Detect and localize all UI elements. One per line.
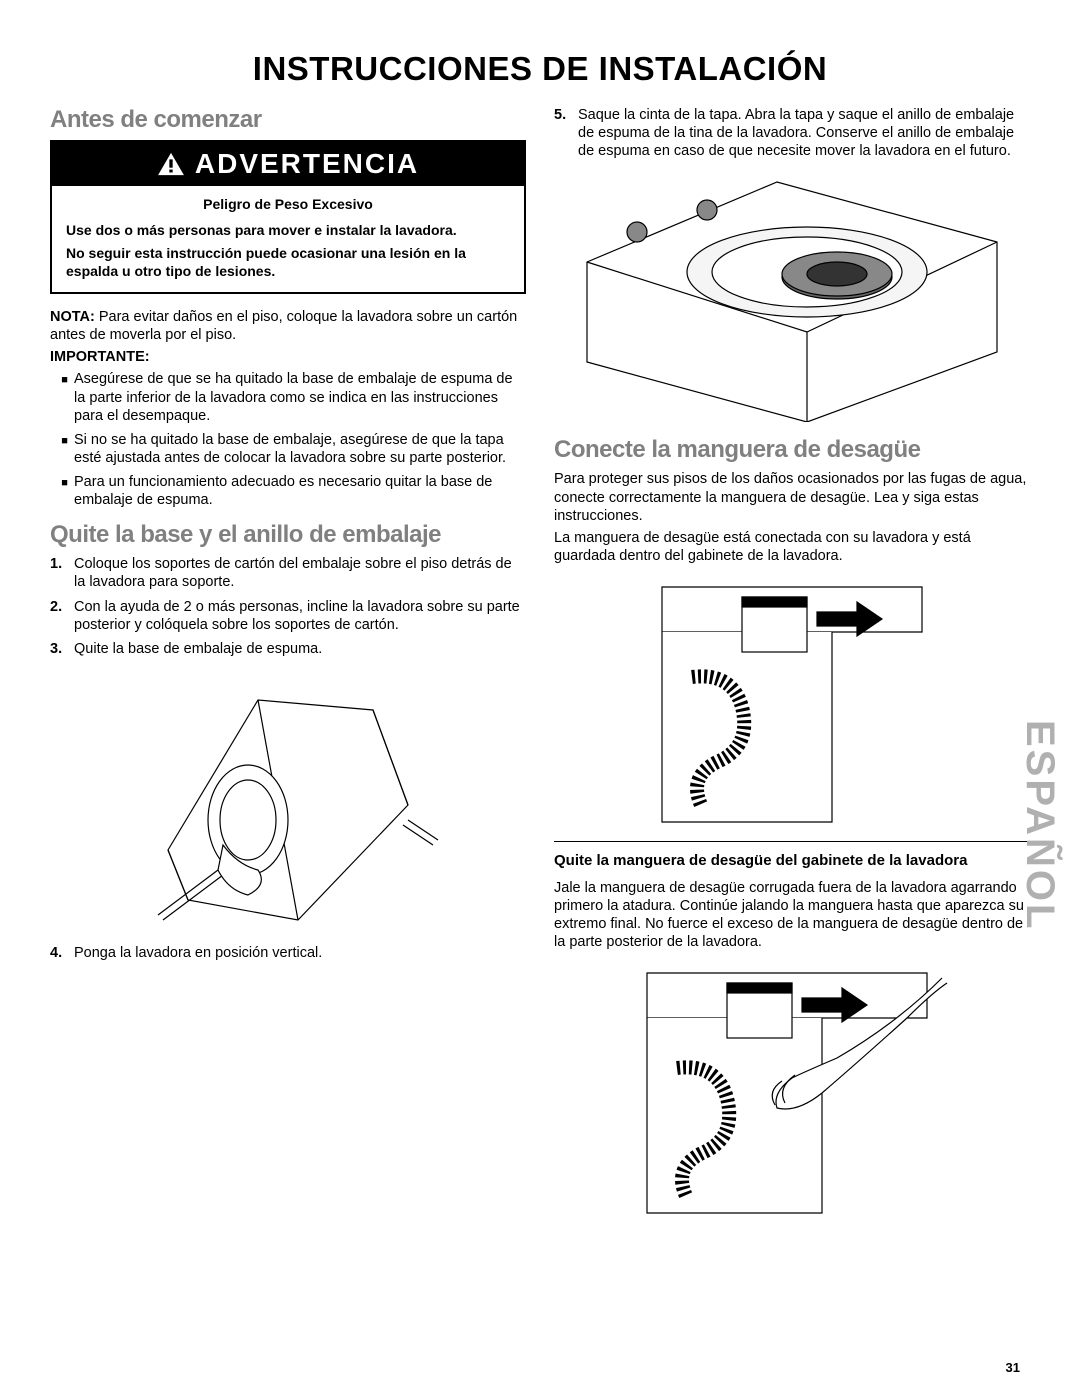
right-column: 5.Saque la cinta de la tapa. Abra la tap… xyxy=(554,106,1030,1232)
list-item: 2.Con la ayuda de 2 o más personas, incl… xyxy=(50,598,526,634)
step-text: Quite la base de embalaje de espuma. xyxy=(74,640,322,658)
warning-box: ADVERTENCIA Peligro de Peso Excesivo Use… xyxy=(50,140,526,294)
para-proteger: Para proteger sus pisos de los daños oca… xyxy=(554,470,1030,524)
para-manguera: La manguera de desagüe está conectada co… xyxy=(554,529,1030,565)
language-side-label: ESPAÑOL xyxy=(1017,720,1062,931)
list-item: 1.Coloque los soportes de cartón del emb… xyxy=(50,555,526,591)
step-num: 4. xyxy=(50,944,74,962)
bullet-item: Si no se ha quitado la base de embalaje,… xyxy=(74,431,526,467)
left-column: Antes de comenzar ADVERTENCIA Peligro de… xyxy=(50,106,526,1232)
heading-conecte: Conecte la manguera de desagüe xyxy=(554,436,1030,464)
importante-bullets: Asegúrese de que se ha quitado la base d… xyxy=(50,370,526,509)
separator xyxy=(554,841,1030,842)
nota-paragraph: NOTA: Para evitar daños en el piso, colo… xyxy=(50,308,526,344)
bullet-item: Para un funcionamiento adecuado es neces… xyxy=(74,473,526,509)
heading-quite-base: Quite la base y el anillo de embalaje xyxy=(50,521,526,549)
warning-body: Peligro de Peso Excesivo Use dos o más p… xyxy=(52,186,524,292)
nota-text: Para evitar daños en el piso, coloque la… xyxy=(50,309,517,343)
step-text: Ponga la lavadora en posición vertical. xyxy=(74,944,322,962)
list-item: 4.Ponga la lavadora en posición vertical… xyxy=(50,944,526,962)
hose-cabinet-illustration xyxy=(642,577,942,827)
two-column-layout: Antes de comenzar ADVERTENCIA Peligro de… xyxy=(50,106,1030,1232)
para-jale: Jale la manguera de desagüe corrugada fu… xyxy=(554,879,1030,952)
steps-list: 1.Coloque los soportes de cartón del emb… xyxy=(50,555,526,658)
step-text: Con la ayuda de 2 o más personas, inclin… xyxy=(74,598,526,634)
step-text: Saque la cinta de la tapa. Abra la tapa … xyxy=(578,106,1030,160)
heading-antes: Antes de comenzar xyxy=(50,106,526,134)
hose-pull-illustration xyxy=(627,963,957,1218)
washer-top-ring-illustration xyxy=(577,172,1007,422)
step-num: 5. xyxy=(554,106,578,160)
bullet-item: Asegúrese de que se ha quitado la base d… xyxy=(74,370,526,424)
importante-label: IMPORTANTE: xyxy=(50,348,526,366)
warning-label: ADVERTENCIA xyxy=(195,148,419,180)
subheading-quite-manguera: Quite la manguera de desagüe del gabinet… xyxy=(554,852,1030,871)
page-number: 31 xyxy=(1006,1360,1020,1375)
nota-label: NOTA: xyxy=(50,309,95,325)
washer-tilted-illustration xyxy=(128,670,448,930)
warning-line2: No seguir esta instrucción puede ocasion… xyxy=(66,245,510,280)
warning-line1: Use dos o más personas para mover e inst… xyxy=(66,222,510,240)
warning-header: ADVERTENCIA xyxy=(52,142,524,186)
step4-list: 4.Ponga la lavadora en posición vertical… xyxy=(50,944,526,962)
warning-danger: Peligro de Peso Excesivo xyxy=(66,196,510,214)
alert-icon xyxy=(157,152,185,176)
page-title: INSTRUCCIONES DE INSTALACIÓN xyxy=(50,50,1030,88)
step-text: Coloque los soportes de cartón del embal… xyxy=(74,555,526,591)
step5-list: 5.Saque la cinta de la tapa. Abra la tap… xyxy=(554,106,1030,160)
list-item: 5.Saque la cinta de la tapa. Abra la tap… xyxy=(554,106,1030,160)
list-item: 3.Quite la base de embalaje de espuma. xyxy=(50,640,526,658)
